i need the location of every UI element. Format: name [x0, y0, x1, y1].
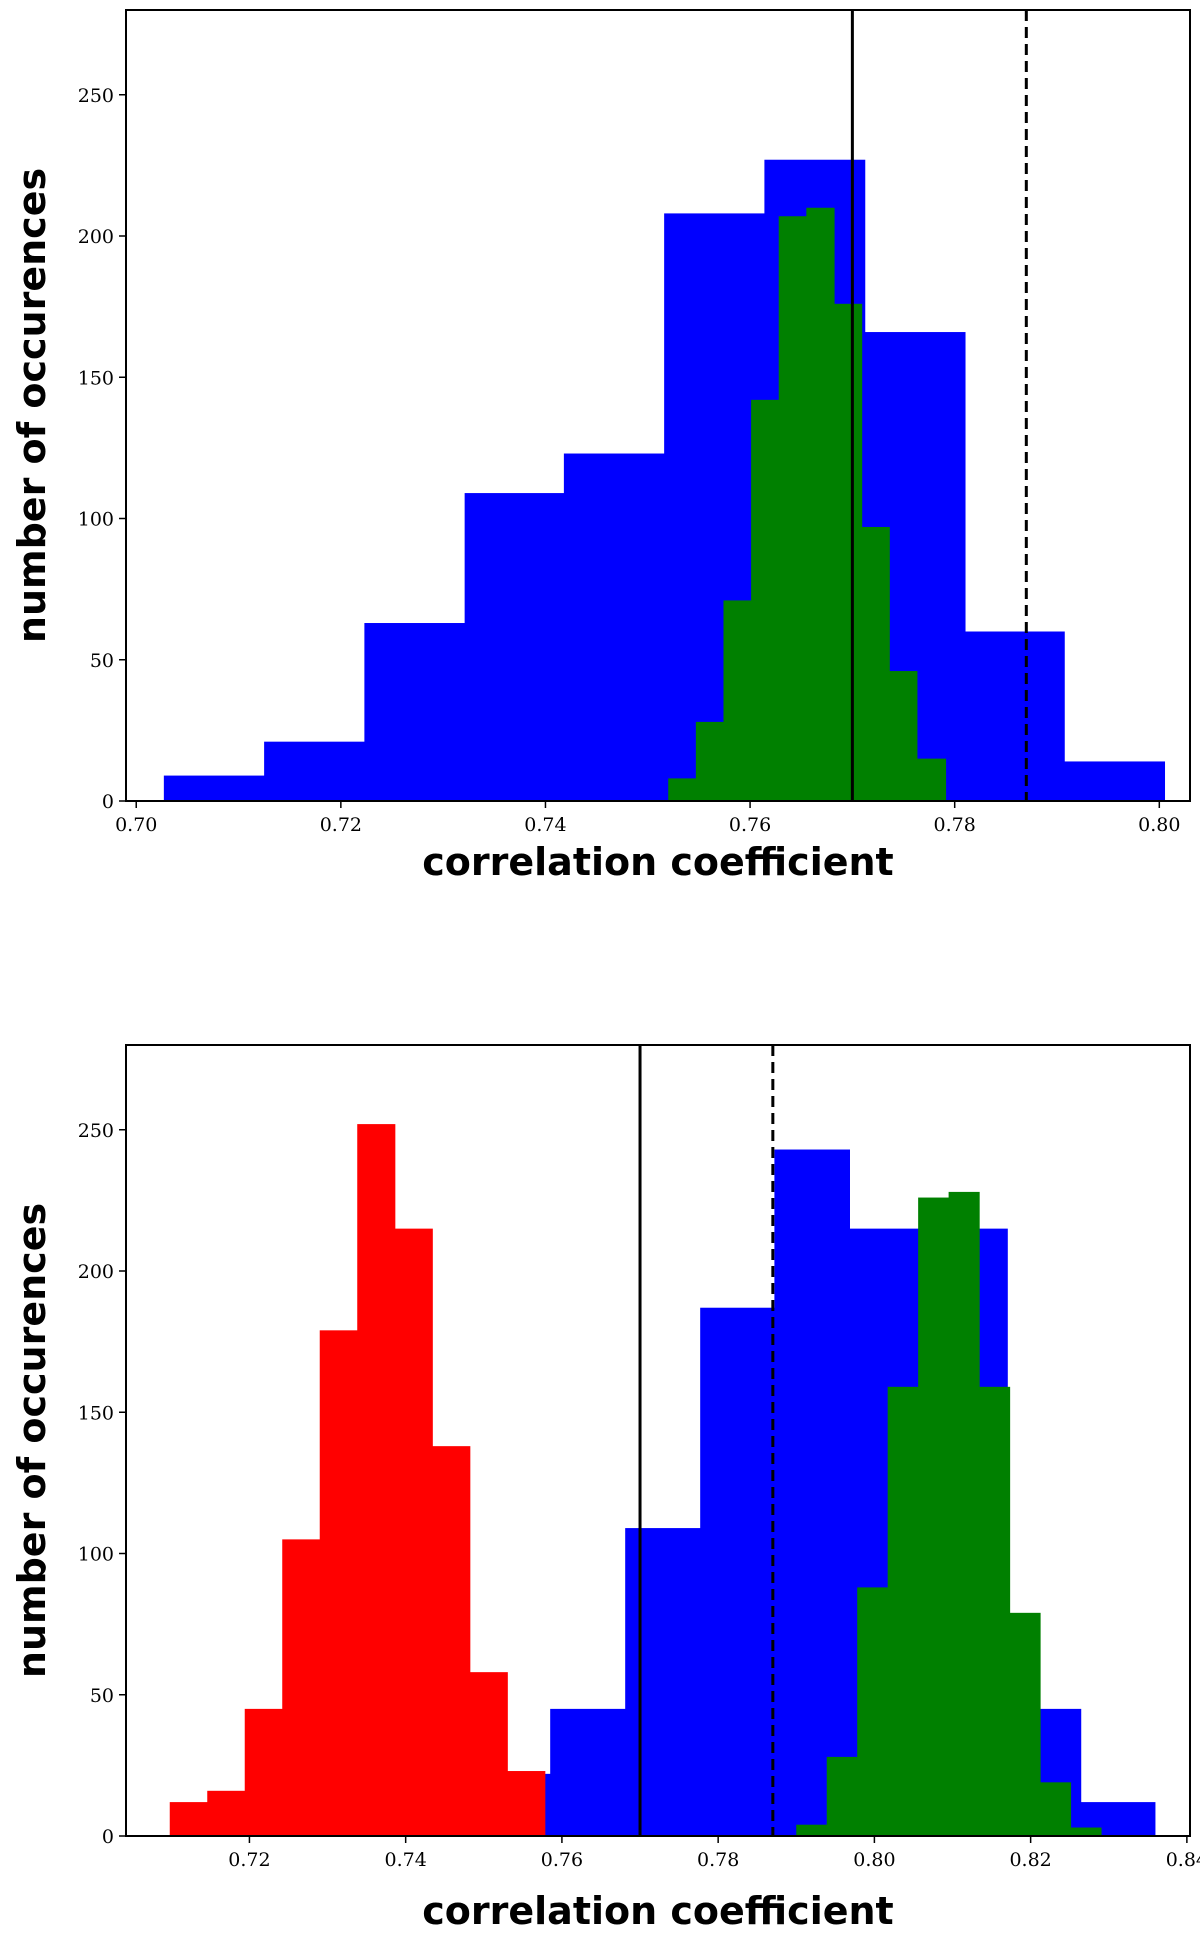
series-green — [796, 1191, 1102, 1836]
bar-green-5 — [948, 1191, 980, 1836]
bar-green-3 — [887, 1386, 919, 1836]
bar-green-1 — [695, 721, 725, 801]
bar-red-6 — [394, 1228, 433, 1837]
bar-blue-4 — [700, 1307, 775, 1836]
bar-blue-4 — [563, 453, 665, 801]
chart-bottom: 0.72 0.74 0.76 0.78 0.80 0.82 0.84 0 50 100 150 200… — [10, 1044, 1200, 1933]
bar-green-0 — [796, 1824, 828, 1836]
bar-blue-2 — [550, 1708, 626, 1837]
bar-green-4 — [778, 216, 807, 802]
plot-frame — [125, 1044, 1191, 1837]
series-blue — [403, 1149, 1156, 1837]
bar-blue-2 — [364, 623, 466, 801]
y-tick-label: 250 — [78, 85, 114, 107]
bar-green-4 — [918, 1197, 950, 1836]
bar-green-0 — [668, 778, 697, 801]
bar-green-9 — [1070, 1827, 1102, 1836]
y-tick-label: 0 — [102, 1826, 114, 1848]
y-axis-label: number of occurences — [10, 168, 54, 643]
bar-blue-1 — [264, 741, 365, 801]
x-tick-label: 0.82 — [1009, 1849, 1051, 1871]
x-tick-label: 0.84 — [1166, 1849, 1200, 1871]
chart-top: 0.70 0.72 0.74 0.76 0.78 0.80 0 50 100 150 200 250 c… — [10, 9, 1191, 884]
bar-green-6 — [979, 1386, 1011, 1836]
y-tick-label: 150 — [78, 367, 114, 389]
x-axis-label: correlation coefficient — [422, 1889, 893, 1933]
bar-red-3 — [282, 1539, 321, 1837]
bar-red-2 — [244, 1708, 283, 1837]
bar-blue-8 — [964, 631, 1065, 801]
y-tick-label: 0 — [102, 791, 114, 813]
x-tick-label: 0.76 — [541, 1849, 583, 1871]
series-green — [668, 207, 947, 802]
bar-blue-5 — [774, 1149, 850, 1836]
bar-red-5 — [357, 1124, 396, 1836]
bar-green-7 — [861, 526, 890, 801]
bar-blue-9 — [1064, 761, 1166, 801]
bar-green-2 — [723, 600, 752, 801]
bar-blue-3 — [464, 493, 565, 801]
x-tick-label: 0.76 — [729, 814, 771, 836]
y-tick-label: 100 — [78, 509, 114, 531]
x-tick-label: 0.78 — [697, 1849, 739, 1871]
bar-green-6 — [833, 303, 863, 801]
bar-blue-3 — [625, 1528, 701, 1836]
bar-green-3 — [751, 399, 780, 801]
x-tick-label: 0.72 — [228, 1849, 270, 1871]
y-tick-label: 50 — [90, 650, 114, 672]
bar-green-8 — [889, 671, 918, 801]
y-tick-label: 200 — [78, 1261, 114, 1283]
y-tick-label: 200 — [78, 226, 114, 248]
y-tick-label: 100 — [78, 1544, 114, 1566]
bar-green-1 — [826, 1756, 858, 1836]
bar-green-7 — [1009, 1612, 1041, 1836]
bar-red-4 — [319, 1330, 358, 1836]
series-red — [169, 1124, 546, 1837]
x-axis-label: correlation coefficient — [422, 840, 893, 884]
bar-red-9 — [507, 1771, 546, 1836]
bar-red-0 — [169, 1802, 208, 1836]
y-tick-label: 250 — [78, 1120, 114, 1142]
bar-red-7 — [432, 1446, 471, 1836]
x-tick-label: 0.80 — [1138, 814, 1180, 836]
bar-green-2 — [857, 1587, 889, 1836]
bar-green-8 — [1040, 1782, 1072, 1836]
x-tick-label: 0.80 — [853, 1849, 895, 1871]
x-tick-label: 0.70 — [115, 814, 157, 836]
x-tick-label: 0.78 — [934, 814, 976, 836]
bar-green-9 — [916, 758, 947, 802]
x-tick-label: 0.74 — [524, 814, 566, 836]
series-blue — [163, 159, 1166, 802]
bar-red-8 — [469, 1672, 508, 1836]
y-tick-label: 50 — [90, 1685, 114, 1707]
y-tick-label: 150 — [78, 1402, 114, 1424]
x-tick-label: 0.74 — [385, 1849, 427, 1871]
bar-blue-0 — [163, 775, 265, 801]
x-tick-label: 0.72 — [320, 814, 362, 836]
bar-red-1 — [207, 1790, 246, 1836]
y-axis-label: number of occurences — [10, 1203, 54, 1678]
bar-green-5 — [806, 207, 835, 801]
plot-frame — [125, 9, 1191, 802]
